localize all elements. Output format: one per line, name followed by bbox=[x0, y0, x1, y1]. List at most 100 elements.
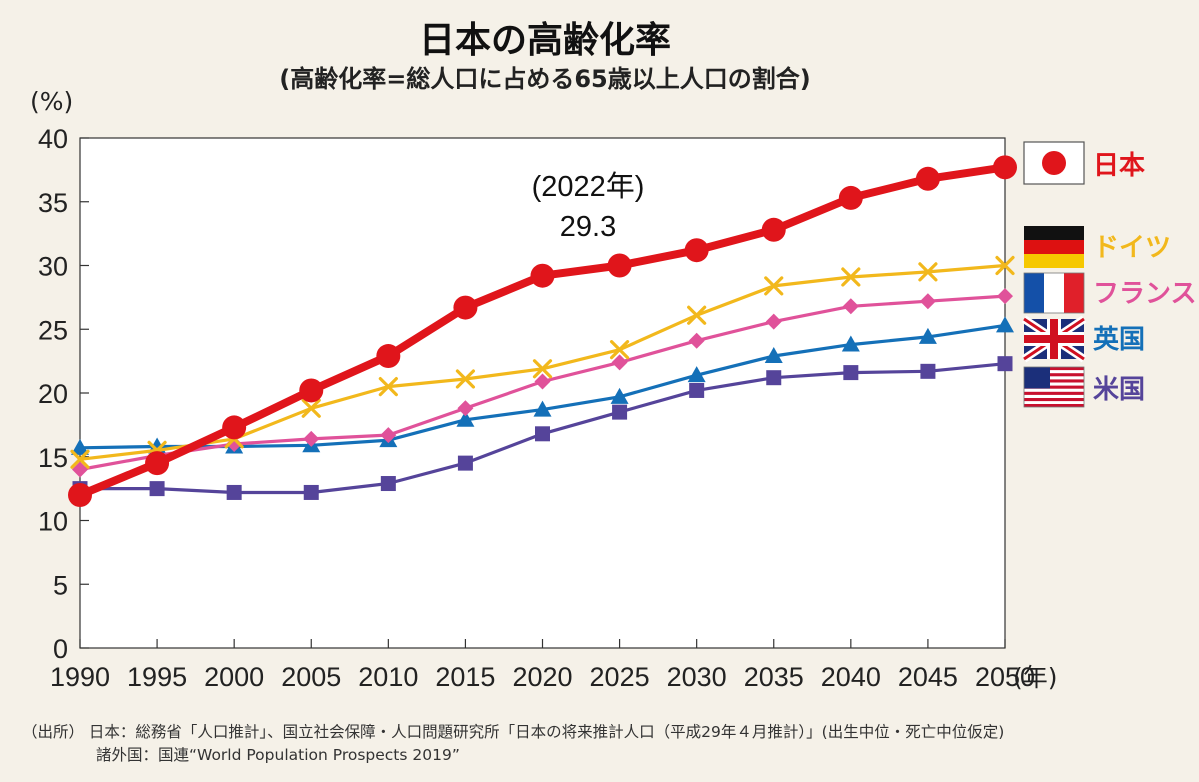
y-tick-label: 30 bbox=[38, 252, 68, 282]
legend-item-france: フランス bbox=[1023, 272, 1196, 314]
data-point bbox=[838, 185, 863, 210]
uk-flag-icon bbox=[1021, 315, 1087, 363]
data-point bbox=[920, 363, 936, 379]
data-point bbox=[764, 347, 783, 364]
y-tick-label: 40 bbox=[38, 124, 68, 154]
data-point bbox=[918, 327, 937, 344]
data-point bbox=[997, 288, 1013, 305]
data-point bbox=[765, 313, 782, 330]
data-point bbox=[612, 404, 628, 420]
data-point bbox=[380, 427, 397, 444]
data-point bbox=[299, 378, 324, 403]
data-point bbox=[303, 430, 320, 447]
y-tick-label: 35 bbox=[38, 188, 68, 218]
data-point bbox=[145, 451, 170, 476]
data-point bbox=[610, 387, 629, 404]
data-point bbox=[378, 377, 398, 397]
y-tick-label: 0 bbox=[53, 634, 68, 664]
data-point bbox=[607, 253, 632, 278]
x-tick-label: 2025 bbox=[590, 662, 650, 692]
legend: 日本 ドイツ フランス bbox=[1021, 141, 1196, 408]
data-point bbox=[303, 484, 319, 500]
x-tick-label: 2030 bbox=[667, 662, 727, 692]
data-point bbox=[301, 398, 321, 418]
series-layer bbox=[68, 155, 1017, 507]
x-axis-unit: (年) bbox=[1013, 663, 1058, 692]
data-point bbox=[687, 366, 706, 383]
legend-item-germany: ドイツ bbox=[1024, 226, 1171, 268]
data-point bbox=[843, 365, 859, 381]
data-point bbox=[918, 262, 938, 282]
data-point bbox=[68, 483, 92, 507]
y-tick-label: 25 bbox=[38, 315, 68, 345]
x-tick-label: 2005 bbox=[281, 662, 341, 692]
usa-flag-icon bbox=[1023, 366, 1085, 408]
data-point bbox=[842, 298, 859, 315]
data-point bbox=[915, 166, 940, 191]
chart-subtitle: (高齢化率=総人口に占める65歳以上人口の割合) bbox=[279, 65, 810, 93]
data-point bbox=[457, 455, 473, 471]
data-point bbox=[684, 238, 709, 263]
series-japan bbox=[68, 155, 1017, 507]
data-point bbox=[841, 335, 860, 352]
x-tick-label: 2020 bbox=[512, 662, 572, 692]
x-tick-label: 2040 bbox=[821, 662, 881, 692]
data-point bbox=[764, 276, 784, 296]
x-tick-label: 2000 bbox=[204, 662, 264, 692]
annotation-year: (2022年) bbox=[532, 170, 645, 203]
source-line-2: 諸外国：国連“World Population Prospects 2019” bbox=[96, 746, 460, 764]
x-tick-label: 2045 bbox=[898, 662, 958, 692]
data-point bbox=[222, 415, 247, 440]
data-point bbox=[533, 400, 552, 417]
y-axis-unit: (%) bbox=[30, 87, 73, 116]
data-point bbox=[841, 267, 861, 287]
x-tick-label: 2010 bbox=[358, 662, 418, 692]
legend-label-germany: ドイツ bbox=[1093, 233, 1171, 263]
data-point bbox=[766, 370, 782, 386]
y-axis: 0 5 10 15 20 25 30 35 40 bbox=[38, 124, 89, 664]
y-tick-label: 10 bbox=[38, 507, 68, 537]
data-point bbox=[534, 373, 551, 390]
data-point bbox=[689, 382, 705, 398]
x-tick-label: 2015 bbox=[435, 662, 495, 692]
data-point bbox=[457, 400, 474, 417]
x-axis: 1990 1995 2000 2005 2010 2015 2020 2025 2030 2035… bbox=[50, 639, 1035, 692]
japan-flag-icon bbox=[1023, 141, 1085, 185]
data-point bbox=[530, 263, 555, 288]
data-point bbox=[380, 476, 396, 492]
chart-title: 日本の高齢化率 bbox=[419, 20, 671, 61]
data-point bbox=[226, 484, 242, 500]
data-point bbox=[993, 155, 1017, 180]
source-line-1: （出所） 日本：総務省「人口推計」、国立社会保障・人口問題研究所「日本の将来推計… bbox=[22, 723, 1004, 741]
x-tick-label: 1995 bbox=[127, 662, 187, 692]
legend-label-france: フランス bbox=[1093, 279, 1196, 309]
germany-flag-icon bbox=[1024, 226, 1084, 268]
france-flag-icon bbox=[1023, 272, 1085, 314]
legend-label-uk: 英国 bbox=[1093, 325, 1145, 355]
data-point bbox=[535, 426, 550, 442]
legend-label-usa: 米国 bbox=[1093, 375, 1145, 405]
legend-item-uk: 英国 bbox=[1021, 315, 1145, 363]
data-point bbox=[611, 354, 628, 371]
legend-item-usa: 米国 bbox=[1023, 366, 1145, 408]
data-point bbox=[688, 332, 705, 349]
x-tick-label: 2050 bbox=[975, 662, 1035, 692]
data-point bbox=[919, 293, 936, 310]
legend-item-japan: 日本 bbox=[1023, 141, 1145, 185]
x-tick-label: 1990 bbox=[50, 662, 110, 692]
data-point bbox=[995, 255, 1015, 276]
y-tick-label: 15 bbox=[38, 443, 68, 473]
data-point bbox=[456, 410, 475, 427]
data-point bbox=[455, 369, 476, 389]
data-point bbox=[70, 449, 90, 469]
x-tick-label: 2035 bbox=[744, 662, 804, 692]
annotation-value: 29.3 bbox=[560, 211, 616, 243]
data-point bbox=[376, 344, 401, 369]
data-point bbox=[149, 481, 165, 497]
data-point bbox=[761, 217, 786, 242]
data-point bbox=[453, 295, 478, 320]
data-point bbox=[71, 438, 89, 455]
y-tick-label: 5 bbox=[53, 570, 68, 600]
data-point bbox=[609, 340, 630, 360]
